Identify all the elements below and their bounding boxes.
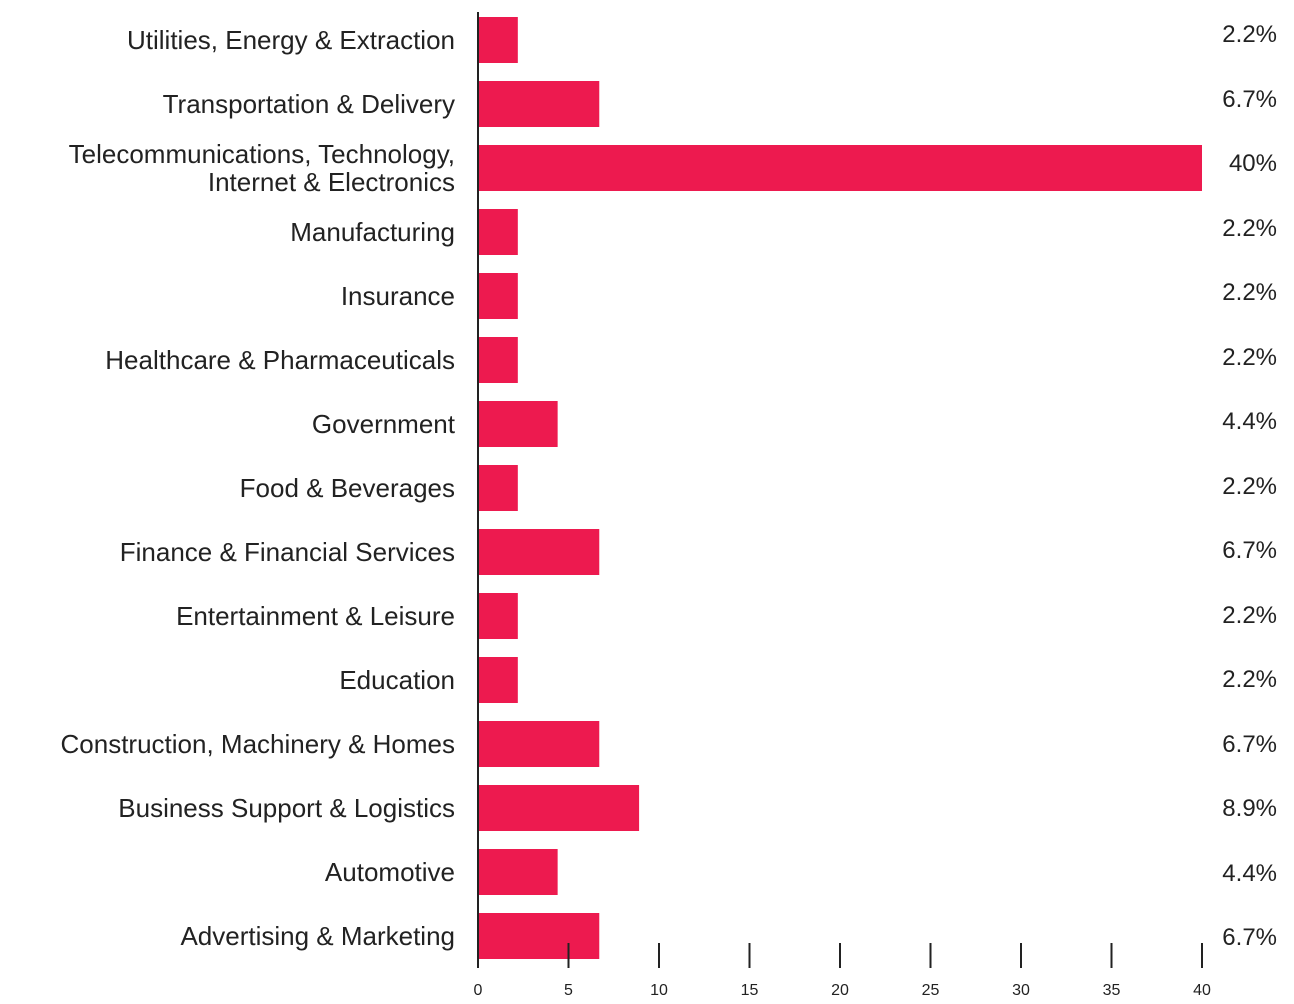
bar [478, 529, 600, 575]
value-label: 2.2% [1222, 472, 1277, 500]
x-tick-label: 30 [1012, 982, 1030, 999]
value-label: 2.2% [1222, 21, 1277, 48]
category-label: Government [311, 409, 455, 439]
category-label: Utilities, Energy & Extraction [126, 25, 455, 55]
category-label: Construction, Machinery & Homes [60, 729, 455, 759]
value-label: 2.2% [1222, 343, 1277, 371]
bar [478, 849, 558, 895]
bar [478, 81, 600, 127]
bar [478, 209, 518, 255]
value-label: 4.4% [1222, 408, 1277, 435]
bar [478, 17, 518, 63]
bar [478, 593, 518, 639]
value-label: 6.7% [1222, 85, 1277, 113]
bar [478, 401, 558, 447]
x-tick-label: 35 [1102, 982, 1121, 999]
category-label: Manufacturing [290, 217, 455, 247]
bar [478, 465, 518, 511]
value-label: 2.2% [1222, 279, 1277, 306]
value-label: 2.2% [1222, 666, 1277, 693]
bar [478, 337, 518, 383]
x-tick-label: 25 [921, 982, 940, 999]
value-label: 4.4% [1222, 859, 1277, 887]
value-label: 2.2% [1222, 601, 1277, 629]
value-label: 6.7% [1222, 730, 1277, 758]
x-tick-label: 20 [831, 982, 849, 999]
category-label: Healthcare & Pharmaceuticals [105, 345, 455, 375]
x-tick-label: 15 [740, 982, 759, 999]
bar [478, 785, 640, 831]
category-label: Automotive [324, 857, 455, 887]
bar [478, 721, 600, 767]
category-label: Telecommunications, Technology, Internet… [68, 139, 455, 197]
value-label: 40% [1228, 150, 1277, 177]
value-label: 2.2% [1222, 214, 1277, 242]
x-tick-label: 0 [473, 982, 483, 999]
category-label: Business Support & Logistics [118, 793, 455, 823]
x-tick-label: 10 [650, 982, 668, 999]
value-label: 8.9% [1222, 795, 1277, 822]
bar [478, 145, 1202, 191]
category-label: Transportation & Delivery [162, 89, 455, 119]
category-label: Finance & Financial Services [119, 537, 455, 567]
category-label: Insurance [340, 281, 455, 311]
bar [478, 657, 518, 703]
x-tick-label: 40 [1193, 982, 1211, 999]
x-tick-label: 5 [564, 982, 573, 999]
value-label: 6.7% [1222, 924, 1277, 951]
category-label: Food & Beverages [239, 473, 455, 503]
bar [478, 913, 600, 959]
value-label: 6.7% [1222, 537, 1277, 564]
category-label: Advertising & Marketing [180, 921, 455, 951]
category-label: Entertainment & Leisure [176, 601, 455, 631]
category-label: Education [339, 665, 455, 695]
bar [478, 273, 518, 319]
